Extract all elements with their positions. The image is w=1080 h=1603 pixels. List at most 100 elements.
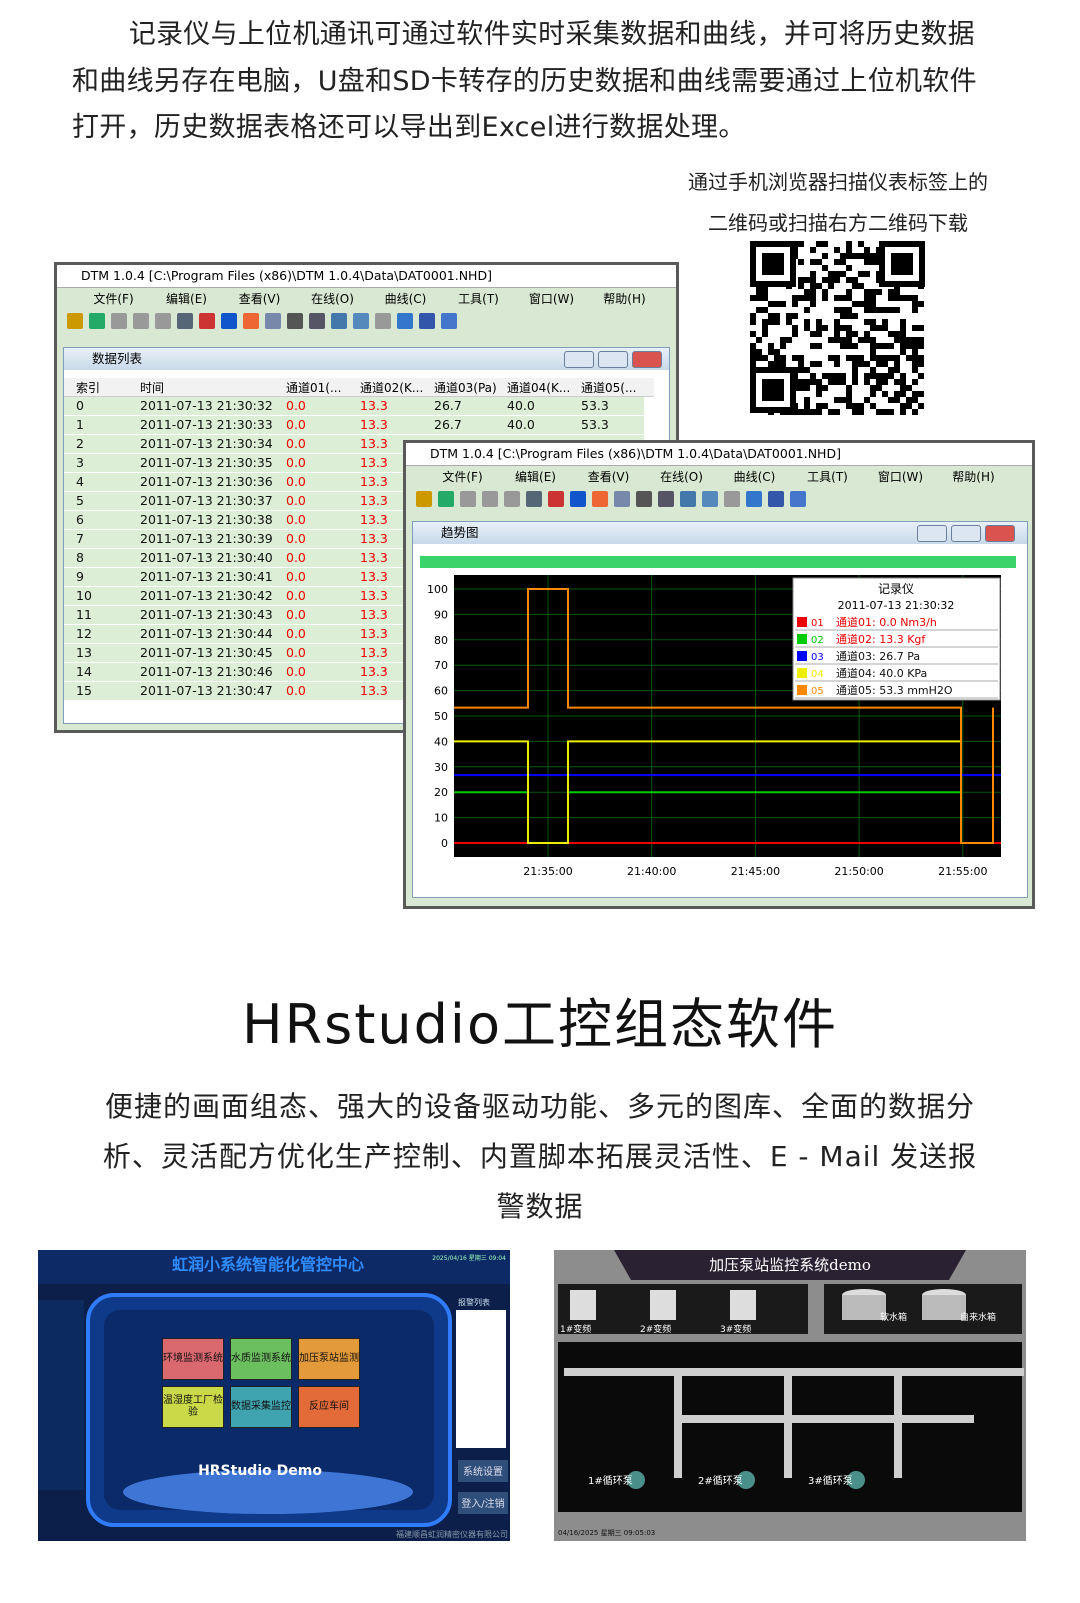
- qr-module: [906, 403, 912, 409]
- menu-item[interactable]: 编辑(E): [515, 470, 556, 484]
- qr-module: [804, 295, 810, 301]
- tool-button[interactable]: [790, 491, 806, 507]
- qr-module: [762, 325, 768, 331]
- table-cell: 13.3: [360, 550, 388, 565]
- maximize[interactable]: [598, 351, 628, 368]
- tool-button[interactable]: [265, 313, 281, 329]
- legend-title: 记录仪: [878, 582, 914, 596]
- tool-button[interactable]: [353, 313, 369, 329]
- tool-button[interactable]: [331, 313, 347, 329]
- qr-module: [906, 355, 912, 361]
- qr-module: [912, 397, 918, 403]
- tool-button[interactable]: [111, 313, 127, 329]
- menu-item[interactable]: 查看(V): [587, 470, 630, 484]
- menu-item[interactable]: 窗口(W): [877, 470, 924, 484]
- table-cell: 0.0: [286, 550, 306, 565]
- tool-button[interactable]: [375, 313, 391, 329]
- menu-item[interactable]: 文件(F): [442, 470, 483, 484]
- tool-button[interactable]: [548, 491, 564, 507]
- tool-button[interactable]: [199, 313, 215, 329]
- tool-button[interactable]: [89, 313, 105, 329]
- qr-module: [858, 301, 864, 307]
- tool-button[interactable]: [658, 491, 674, 507]
- tool-button[interactable]: [309, 313, 325, 329]
- qr-module: [840, 397, 846, 403]
- menu-item[interactable]: 窗口(W): [528, 292, 575, 306]
- circulation-label: 1#循环泵: [588, 1474, 633, 1487]
- module-button[interactable]: 反应车间: [298, 1386, 360, 1428]
- qr-module: [858, 409, 864, 415]
- module-button[interactable]: 水质监测系统: [230, 1338, 292, 1380]
- demo-button[interactable]: 系统设置: [463, 1465, 503, 1478]
- menu-item[interactable]: 查看(V): [238, 292, 281, 306]
- menu-item[interactable]: 在线(O): [311, 292, 354, 306]
- tool-button[interactable]: [724, 491, 740, 507]
- tool-button[interactable]: [155, 313, 171, 329]
- tool-button[interactable]: [438, 491, 454, 507]
- menu-item[interactable]: 在线(O): [660, 470, 703, 484]
- tool-button[interactable]: [67, 313, 83, 329]
- tool-button[interactable]: [419, 313, 435, 329]
- tool-button[interactable]: [768, 491, 784, 507]
- circulation-label: 3#循环泵: [808, 1474, 853, 1487]
- qr-module: [774, 349, 780, 355]
- tool-button[interactable]: [287, 313, 303, 329]
- qr-module: [876, 361, 882, 367]
- tool-button[interactable]: [441, 313, 457, 329]
- qr-module: [810, 247, 816, 253]
- minimize[interactable]: [564, 351, 594, 368]
- qr-module: [756, 355, 762, 361]
- minimize[interactable]: [917, 525, 947, 542]
- table-cell: 5: [76, 493, 84, 508]
- close[interactable]: [985, 525, 1015, 542]
- menu-item[interactable]: 工具(T): [807, 470, 848, 484]
- menu-item[interactable]: 曲线(C): [733, 470, 776, 484]
- close[interactable]: [632, 351, 662, 368]
- tool-button[interactable]: [702, 491, 718, 507]
- demo-button[interactable]: 登入/注销: [461, 1497, 504, 1510]
- tool-button[interactable]: [680, 491, 696, 507]
- x-tick-label: 21:50:00: [834, 865, 883, 878]
- tool-button[interactable]: [133, 313, 149, 329]
- menu-item[interactable]: 编辑(E): [166, 292, 207, 306]
- tool-button[interactable]: [397, 313, 413, 329]
- menu-item[interactable]: 工具(T): [458, 292, 499, 306]
- tool-button[interactable]: [482, 491, 498, 507]
- qr-code: [746, 237, 931, 418]
- qr-module: [804, 319, 810, 325]
- row-bg: [64, 397, 644, 416]
- panel-title: 数据列表: [64, 348, 669, 370]
- tool-button[interactable]: [243, 313, 259, 329]
- table-cell: 15: [76, 683, 92, 698]
- module-button[interactable]: 温湿度工厂检验: [162, 1386, 224, 1428]
- qr-module: [834, 355, 840, 361]
- table-cell: 3: [76, 455, 84, 470]
- qr-module: [882, 319, 888, 325]
- tool-button[interactable]: [460, 491, 476, 507]
- tool-button[interactable]: [526, 491, 542, 507]
- row-bg: [64, 416, 644, 435]
- tool-button[interactable]: [614, 491, 630, 507]
- module-button[interactable]: 加压泵站监测: [298, 1338, 360, 1380]
- qr-module: [900, 379, 906, 385]
- module-button[interactable]: 数据采集监控: [230, 1386, 292, 1428]
- tool-button[interactable]: [592, 491, 608, 507]
- tool-button[interactable]: [221, 313, 237, 329]
- qr-module: [822, 253, 828, 259]
- tool-button[interactable]: [416, 491, 432, 507]
- menu-item[interactable]: 曲线(C): [384, 292, 427, 306]
- module-button[interactable]: 环境监测系统: [162, 1338, 224, 1380]
- tool-button[interactable]: [746, 491, 762, 507]
- maximize[interactable]: [951, 525, 981, 542]
- table-cell: 2011-07-13 21:30:34: [140, 436, 273, 451]
- menu-item[interactable]: 帮助(H): [603, 292, 646, 306]
- tool-button[interactable]: [504, 491, 520, 507]
- qr-module: [834, 259, 840, 265]
- table-cell: 2011-07-13 21:30:39: [140, 531, 273, 546]
- menu-item[interactable]: 帮助(H): [952, 470, 995, 484]
- menu-item[interactable]: 文件(F): [93, 292, 134, 306]
- qr-module: [864, 259, 870, 265]
- tool-button[interactable]: [177, 313, 193, 329]
- tool-button[interactable]: [636, 491, 652, 507]
- tool-button[interactable]: [570, 491, 586, 507]
